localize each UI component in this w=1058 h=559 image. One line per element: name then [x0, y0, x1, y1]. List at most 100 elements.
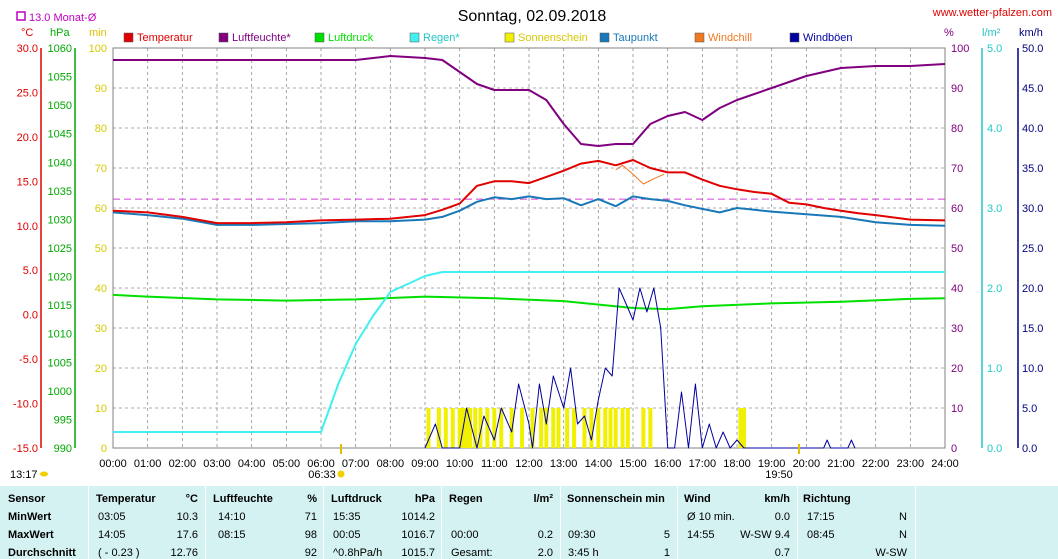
- rain-axis-tick: 4.0: [987, 123, 1002, 135]
- header-temp-unit: °C: [185, 493, 198, 505]
- temp-time: ( - 0.23 ): [98, 547, 140, 559]
- unit-kmh: km/h: [1019, 27, 1043, 39]
- wind-axis-tick: 25.0: [1022, 243, 1043, 255]
- hum-value: 92: [304, 547, 317, 559]
- sunset-time: 19:50: [765, 469, 793, 481]
- wind-value: 0.0: [774, 511, 790, 523]
- time-tick: 12:00: [515, 458, 543, 470]
- dir-value: N: [899, 529, 907, 541]
- temp-axis-tick: 0.0: [23, 310, 38, 322]
- wind-axis-tick: 35.0: [1022, 163, 1043, 175]
- time-tick: 17:00: [689, 458, 717, 470]
- header-press: Luftdruck: [331, 493, 382, 505]
- dir-time: 17:15: [807, 511, 835, 523]
- legend-swatch: [218, 32, 229, 43]
- sunshine-bar: [478, 408, 483, 448]
- temp-axis-tick: -15.0: [13, 443, 38, 455]
- sunshine-bar: [648, 408, 653, 448]
- unit-lm2: l/m²: [982, 27, 1001, 39]
- hum-time: 14:10: [218, 511, 246, 523]
- time-tick: 11:00: [481, 458, 508, 470]
- sunshine-bar: [530, 408, 535, 448]
- temp-time: 14:05: [98, 529, 126, 541]
- hpa-axis-tick: 1055: [48, 72, 72, 84]
- temp-value: 12.76: [170, 547, 198, 559]
- wind-time: 14:55: [687, 529, 715, 541]
- temp-axis-tick: -5.0: [19, 354, 38, 366]
- time-tick: 07:00: [342, 458, 370, 470]
- temp-axis-tick: 20.0: [17, 132, 38, 144]
- header-sensor: Sensor: [8, 493, 46, 505]
- hpa-axis-tick: 1020: [48, 272, 72, 284]
- press-value: 1015.7: [401, 547, 435, 559]
- website-link[interactable]: www.wetter-pfalzen.com: [932, 7, 1052, 19]
- unit-celsius: °C: [21, 27, 33, 39]
- legend: Temperatur Luftfeuchte* Luftdruck Regen* Son…: [123, 32, 853, 44]
- rain-axis-tick: 0.0: [987, 443, 1002, 455]
- hpa-axis-tick: 1030: [48, 214, 72, 226]
- chart-title: Sonntag, 02.09.2018: [458, 8, 607, 25]
- legend-label: Luftdruck: [328, 32, 374, 44]
- hum-value: 71: [304, 511, 317, 523]
- legend-label: Temperatur: [137, 32, 193, 44]
- press-time: 00:05: [333, 529, 361, 541]
- header-hum: Luftfeuchte: [213, 493, 273, 505]
- time-tick: 24:00: [931, 458, 959, 470]
- hpa-axis-tick: 1010: [48, 329, 72, 341]
- wind-time: Ø 10 min.: [687, 511, 735, 523]
- sunshine-bar: [572, 408, 577, 448]
- legend-swatch: [409, 32, 420, 43]
- header-sun: Sonnenschein min: [567, 493, 665, 505]
- header-rain-unit: l/m²: [533, 493, 553, 505]
- dir-value: N: [899, 511, 907, 523]
- legend-label: Windböen: [803, 32, 853, 44]
- sun-value: 5: [663, 529, 670, 541]
- sunshine-bar: [485, 408, 490, 448]
- wind-axis-tick: 40.0: [1022, 123, 1043, 135]
- pct-axis-tick: 40: [951, 283, 963, 295]
- legend-label: Windchill: [708, 32, 752, 44]
- legend-swatch: [314, 32, 325, 43]
- time-tick: 02:00: [169, 458, 197, 470]
- sunshine-bar: [589, 408, 594, 448]
- min-axis-tick: 30: [95, 323, 107, 335]
- hpa-axis-tick: 1005: [48, 357, 72, 369]
- sunshine-bar: [556, 408, 561, 448]
- sunshine-bar: [738, 408, 743, 448]
- hpa-axis-tick: 1000: [48, 386, 72, 398]
- temp-axis-tick: -10.0: [13, 399, 38, 411]
- pct-axis-tick: 70: [951, 163, 963, 175]
- legend-label: Luftfeuchte*: [232, 32, 291, 44]
- hpa-axis-tick: 1045: [48, 129, 72, 141]
- time-tick: 20:00: [793, 458, 821, 470]
- series-line-temperatur: [112, 159, 946, 225]
- rain-axis-tick: 5.0: [987, 43, 1002, 55]
- rain-axis-tick: 1.0: [987, 363, 1002, 375]
- table-separator: [560, 486, 561, 559]
- min-axis-tick: 50: [95, 243, 107, 255]
- min-axis-tick: 70: [95, 163, 107, 175]
- rain-value: 2.0: [537, 547, 553, 559]
- rain-time: Gesamt:: [451, 547, 493, 559]
- wind-axis-tick: 15.0: [1022, 323, 1043, 335]
- pct-axis-tick: 50: [951, 243, 963, 255]
- monthly-avg-icon: [16, 11, 26, 21]
- wind-axis-tick: 0.0: [1022, 443, 1037, 455]
- time-tick: 15:00: [619, 458, 647, 470]
- time-tick: 10:00: [446, 458, 474, 470]
- wind-axis-tick: 5.0: [1022, 403, 1037, 415]
- sunshine-bar: [741, 408, 746, 448]
- pct-axis-tick: 60: [951, 203, 963, 215]
- time-tick: 00:00: [99, 458, 127, 470]
- temp-axis-tick: 5.0: [23, 265, 38, 277]
- temp-axis-tick: 10.0: [17, 221, 38, 233]
- hpa-axis-tick: 1060: [48, 43, 72, 55]
- min-axis-tick: 10: [95, 403, 107, 415]
- sunshine-bar: [443, 408, 448, 448]
- rain-time: 00:00: [451, 529, 479, 541]
- dir-value: W-SW: [875, 547, 907, 559]
- temp-time: 03:05: [98, 511, 126, 523]
- sunshine-bars: [426, 408, 746, 448]
- hpa-axis-tick: 1025: [48, 243, 72, 255]
- axes: 30.0 25.0 20.0 15.0 10.0 5.0 0.0 -5.0 -10.0 -15.0…: [13, 43, 1044, 455]
